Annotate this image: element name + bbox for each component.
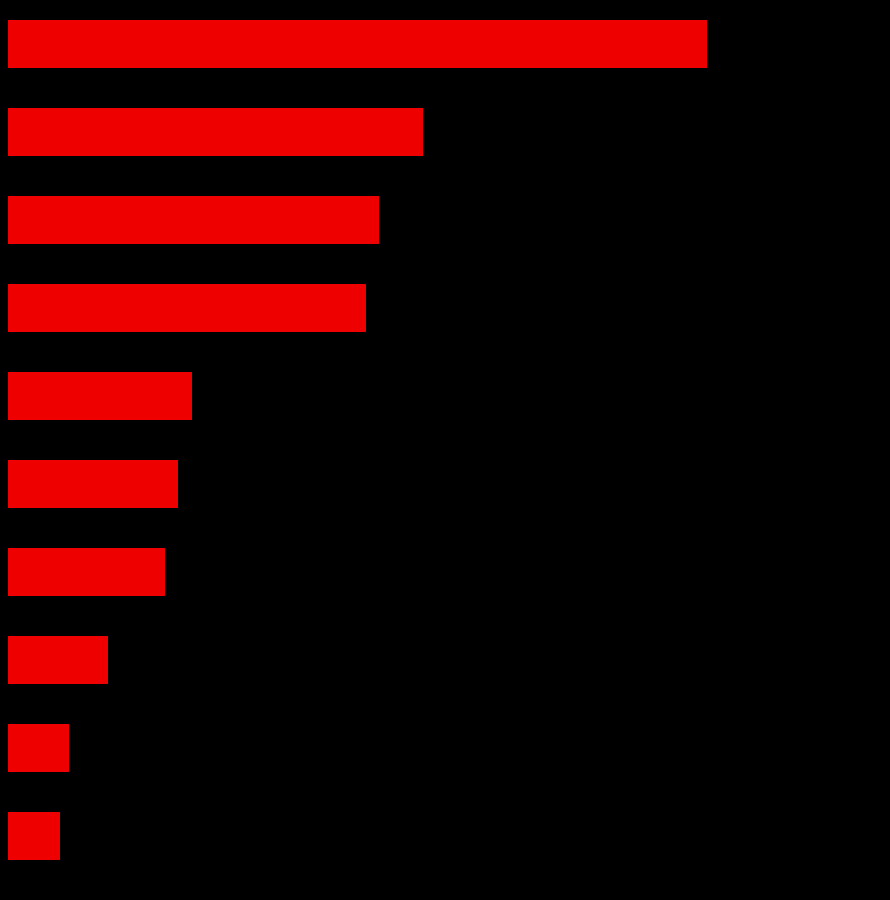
bar xyxy=(8,636,108,684)
bar-row xyxy=(8,636,882,684)
bar xyxy=(8,20,707,68)
bar-row xyxy=(8,724,882,772)
bar xyxy=(8,108,423,156)
bar xyxy=(8,460,178,508)
bar xyxy=(8,196,379,244)
bar xyxy=(8,812,60,860)
bar xyxy=(8,724,69,772)
bar xyxy=(8,284,366,332)
bar-row xyxy=(8,812,882,860)
bar xyxy=(8,372,192,420)
bar xyxy=(8,548,165,596)
bar-row xyxy=(8,372,882,420)
bar-row xyxy=(8,548,882,596)
bar-row xyxy=(8,20,882,68)
bar-row xyxy=(8,284,882,332)
bar-row xyxy=(8,460,882,508)
bar-chart xyxy=(0,0,890,900)
bar-row xyxy=(8,196,882,244)
bar-row xyxy=(8,108,882,156)
